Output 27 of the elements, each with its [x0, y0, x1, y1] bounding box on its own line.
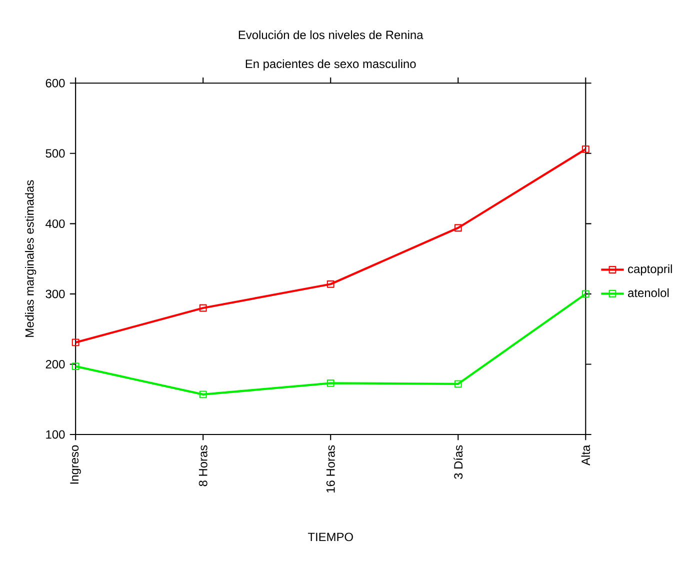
point [199, 304, 207, 312]
point [454, 380, 462, 388]
point [454, 224, 462, 232]
legend-label: captopril [628, 264, 672, 276]
y-tick-label: 600 [46, 78, 65, 88]
y-axis-title: Medias marginales estimadas [25, 180, 36, 337]
y-tick-label: 300 [46, 290, 65, 298]
y-tick-label: 100 [46, 430, 65, 439]
y-tick-label: 500 [46, 149, 65, 158]
x-tick-label: 3 Días [454, 445, 463, 480]
point [326, 380, 334, 387]
point [72, 362, 80, 370]
chart-title: Evolución de los niveles de Renina [238, 30, 424, 40]
x-tick-label: Ingreso [70, 445, 81, 484]
point [582, 290, 590, 298]
x-tick-label: Alta [581, 444, 590, 466]
legend-label: atenolol [628, 288, 669, 298]
chart-subtitle: En pacientes de sexo masculino [246, 59, 416, 71]
y-tick-label: 200 [46, 360, 65, 369]
point [582, 146, 590, 153]
y-tick-label: 400 [46, 220, 65, 228]
x-tick-label: 8 Horas [198, 445, 208, 486]
point [326, 280, 334, 288]
x-tick-label: 16 Horas [326, 445, 335, 493]
point [199, 390, 207, 398]
x-axis-title: TIEMPO [308, 532, 353, 542]
point [72, 338, 80, 346]
